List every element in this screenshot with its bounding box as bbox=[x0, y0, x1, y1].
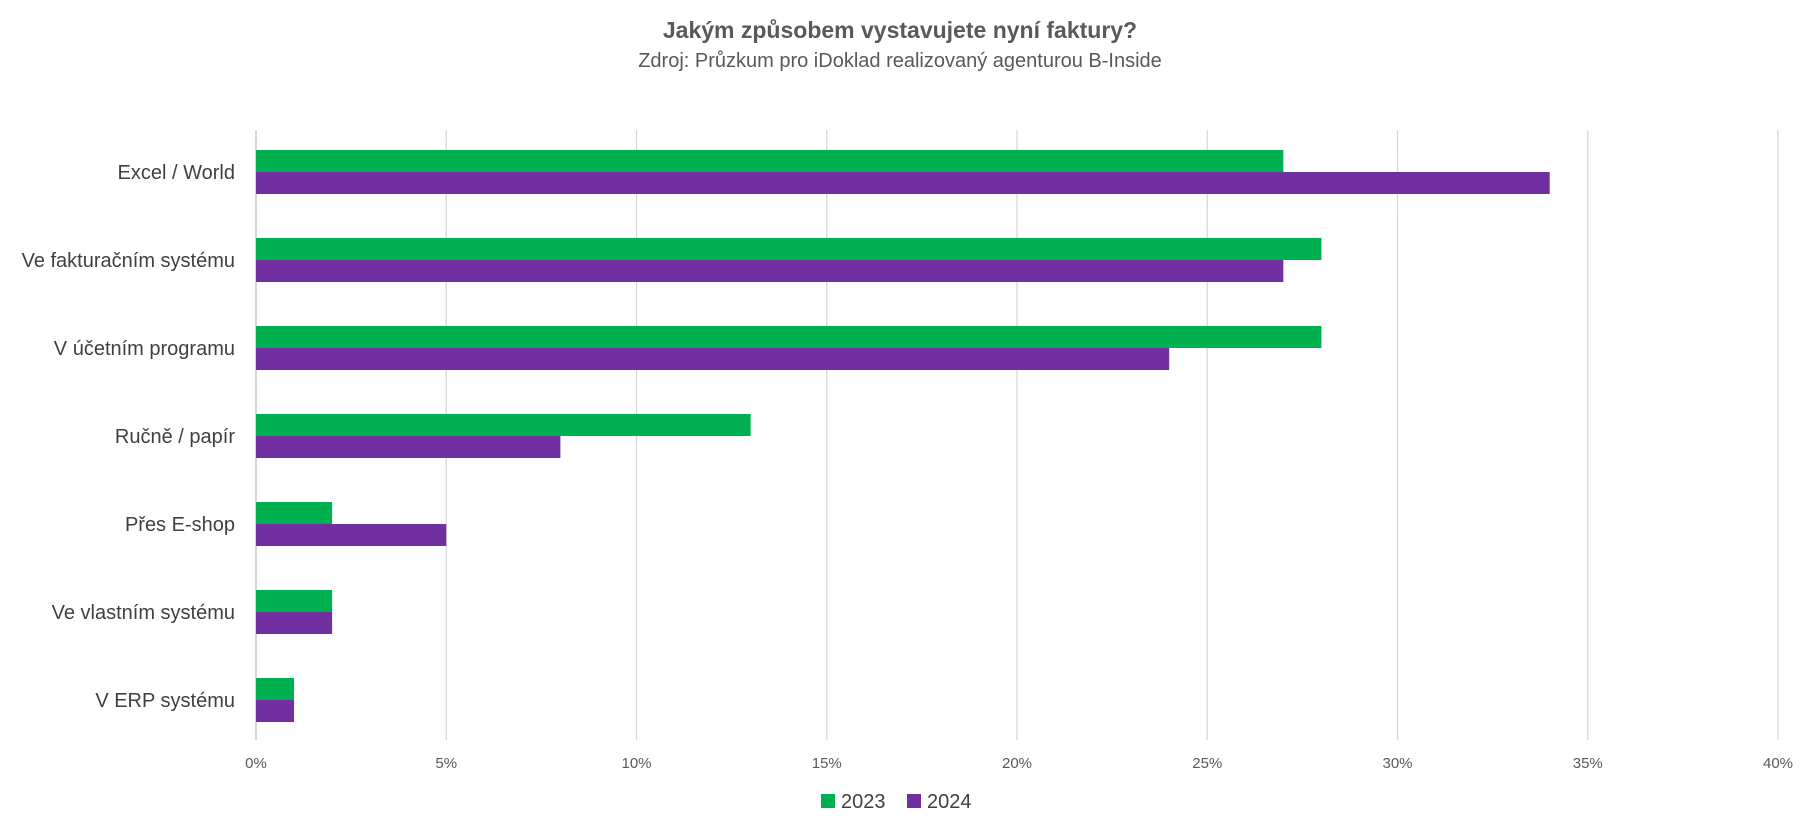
category-label: V účetním programu bbox=[54, 338, 235, 360]
bar-2023-1 bbox=[256, 238, 1322, 260]
bar-2024-2 bbox=[256, 348, 1170, 370]
category-label: Ve vlastním systému bbox=[52, 602, 235, 624]
legend-label-2023: 2023 bbox=[841, 791, 886, 813]
bar-2023-4 bbox=[256, 502, 333, 524]
bar-2024-1 bbox=[256, 260, 1284, 282]
bars bbox=[256, 150, 1550, 722]
x-tick-label: 10% bbox=[621, 755, 651, 772]
legend: 2023 2024 bbox=[821, 791, 972, 813]
x-tick-label: 15% bbox=[812, 755, 842, 772]
bar-2023-6 bbox=[256, 678, 295, 700]
category-label: Ve fakturačním systému bbox=[22, 250, 235, 272]
legend-swatch-2024 bbox=[907, 794, 921, 808]
category-label: Přes E-shop bbox=[125, 514, 235, 536]
bar-2024-6 bbox=[256, 700, 295, 722]
x-tick-label: 20% bbox=[1002, 755, 1032, 772]
x-tick-labels: 0% 5% 10% 15% 20% 25% 30% 35% 40% bbox=[245, 755, 1793, 772]
bar-2023-0 bbox=[256, 150, 1284, 172]
chart-subtitle: Zdroj: Průzkum pro iDoklad realizovaný a… bbox=[638, 50, 1162, 72]
bar-2024-0 bbox=[256, 172, 1550, 194]
x-tick-label: 30% bbox=[1382, 755, 1412, 772]
bar-2023-5 bbox=[256, 590, 333, 612]
category-label: Ručně / papír bbox=[115, 426, 235, 448]
bar-2024-5 bbox=[256, 612, 333, 634]
bar-2023-2 bbox=[256, 326, 1322, 348]
x-tick-label: 35% bbox=[1573, 755, 1603, 772]
category-label: Excel / World bbox=[118, 162, 235, 184]
legend-label-2024: 2024 bbox=[927, 791, 972, 813]
legend-swatch-2023 bbox=[821, 794, 835, 808]
x-tick-label: 25% bbox=[1192, 755, 1222, 772]
x-tick-label: 0% bbox=[245, 755, 267, 772]
gridlines bbox=[255, 130, 1779, 740]
category-labels: Excel / World Ve fakturačním systému V úče… bbox=[22, 162, 236, 712]
bar-2024-3 bbox=[256, 436, 561, 458]
category-label: V ERP systému bbox=[95, 690, 235, 712]
bar-2023-3 bbox=[256, 414, 751, 436]
x-tick-label: 40% bbox=[1763, 755, 1793, 772]
x-tick-label: 5% bbox=[435, 755, 457, 772]
bar-2024-4 bbox=[256, 524, 447, 546]
chart-title: Jakým způsobem vystavujete nyní faktury? bbox=[663, 17, 1137, 43]
